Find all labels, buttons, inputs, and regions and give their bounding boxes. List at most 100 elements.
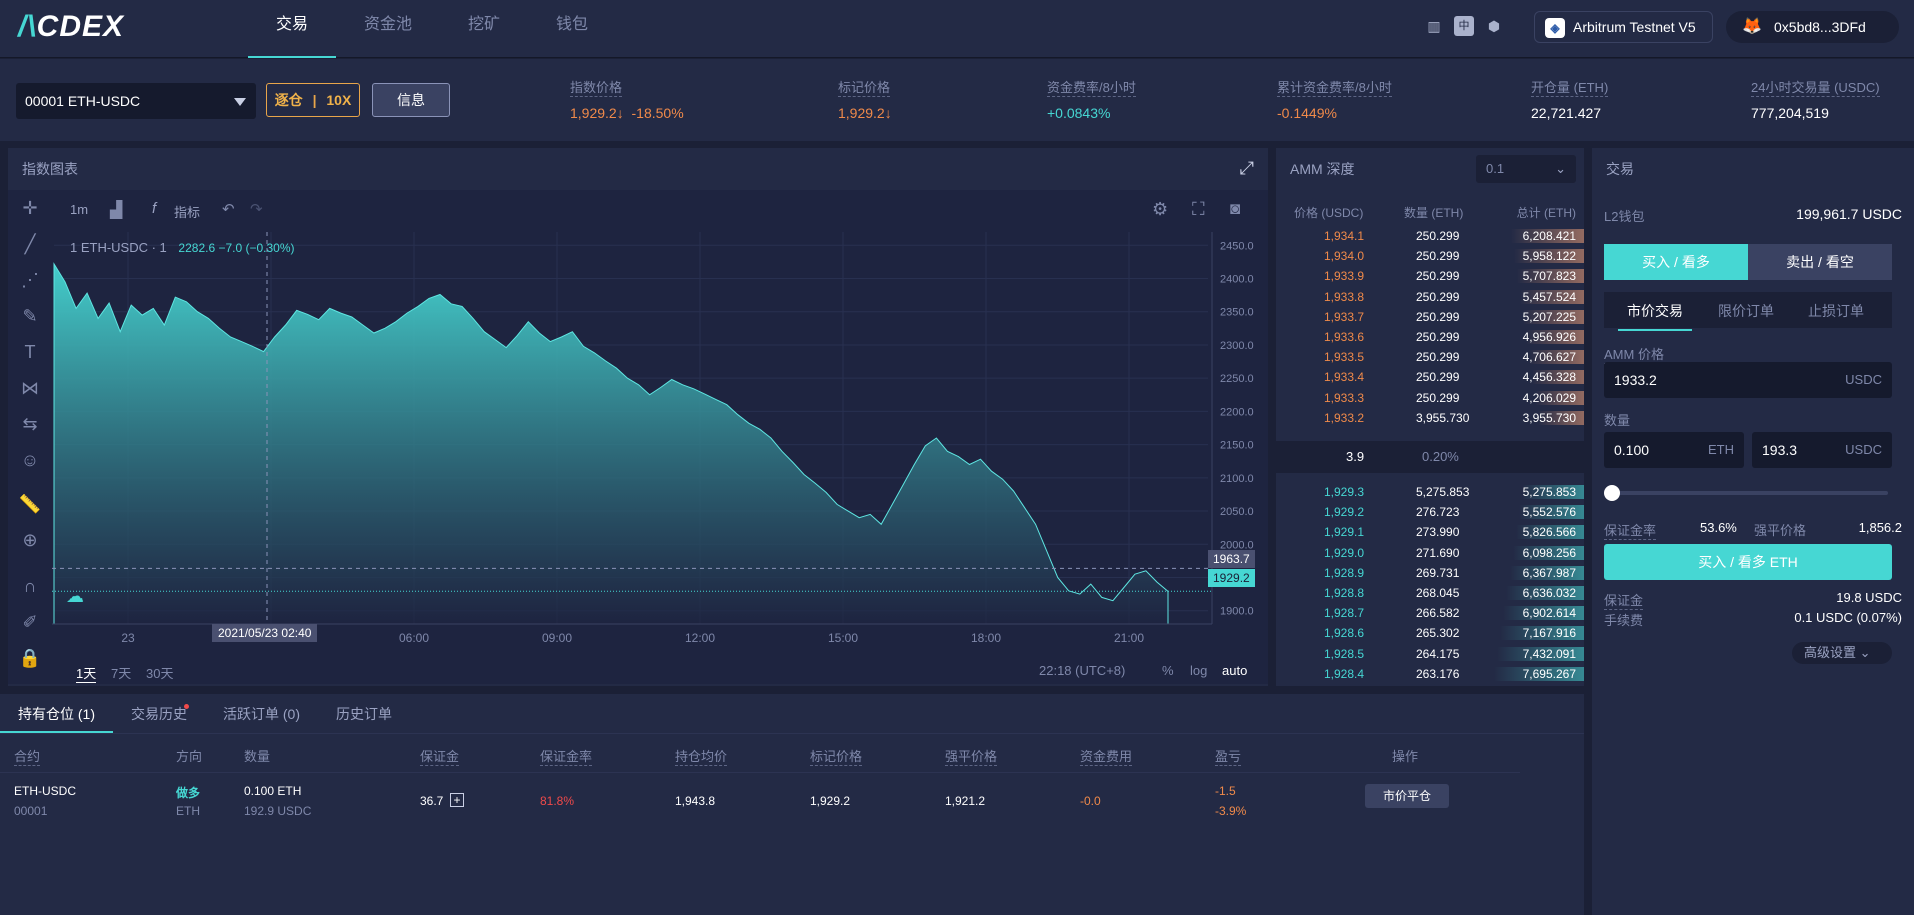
slider-handle[interactable] (1604, 485, 1620, 501)
chart-type-icon[interactable]: ▟ (110, 202, 123, 219)
bid-row[interactable]: 1,928.4 263.176 7,695.267 (1276, 664, 1584, 684)
nav-mining[interactable]: 挖矿 (468, 16, 501, 33)
ask-row[interactable]: 1,933.5 250.299 4,706.627 (1276, 347, 1584, 367)
notification-dot (184, 704, 189, 709)
interval-button[interactable]: 1m (70, 202, 89, 217)
leverage-slider[interactable] (1612, 491, 1888, 495)
settings-icon[interactable]: ⬢ (1487, 18, 1501, 34)
emoji-icon[interactable]: ☺ (20, 450, 40, 470)
undo-icon[interactable]: ↶ (222, 201, 235, 218)
lock-icon[interactable]: 🔒 (18, 648, 42, 668)
percent-scale-button[interactable]: % (1162, 663, 1174, 678)
pattern-icon[interactable]: ⋈ (21, 378, 39, 398)
advanced-settings-button[interactable]: 高级设置 ⌄ (1792, 642, 1892, 664)
ask-row[interactable]: 1,933.4 250.299 4,456.328 (1276, 367, 1584, 387)
sell-tab[interactable]: 卖出 / 看空 (1748, 244, 1892, 280)
ask-row[interactable]: 1,934.1 250.299 6,208.421 (1276, 226, 1584, 246)
leverage-button[interactable]: 逐仓 | 10X (266, 83, 360, 117)
camera-icon[interactable]: ◙ (1230, 199, 1241, 218)
trendline-icon[interactable]: ╱ (24, 234, 36, 254)
order-price: 1,934.0 (1324, 249, 1365, 264)
tab-order-history[interactable]: 历史订单 (336, 706, 392, 722)
ruler-icon[interactable]: 📏 (18, 494, 42, 514)
tab-stop-order[interactable]: 止损订单 (1808, 303, 1864, 319)
chart-settings-icon[interactable]: ⚙ (1152, 199, 1169, 219)
metamask-fox-icon: 🦊 (1742, 18, 1762, 35)
price-chart[interactable]: 2450.0 2400.0 2350.0 2300.0 2250.0 2200.0 2150… (52, 232, 1268, 684)
ask-row[interactable]: 1,933.9 250.299 5,707.823 (1276, 266, 1584, 286)
zoom-icon[interactable]: ⊕ (22, 530, 38, 550)
drawing-toolbar: ✛ ╱ ⋰ ✎ T ⋈ ⇆ ☺ 📏 ⊕ ∩ ✐ 🔒 (8, 190, 52, 684)
submit-buy-button[interactable]: 买入 / 看多 ETH (1604, 544, 1892, 580)
fib-icon[interactable]: ⋰ (21, 270, 39, 290)
crosshair-icon[interactable]: ✛ (22, 198, 38, 218)
bid-row[interactable]: 1,928.7 266.582 6,902.614 (1276, 603, 1584, 623)
qty-eth-unit: ETH (1708, 442, 1734, 457)
tab-active-orders[interactable]: 活跃订单 (0) (223, 706, 300, 722)
add-margin-icon[interactable]: + (450, 793, 464, 807)
indicator-button[interactable]: 指标 (174, 205, 201, 220)
range-1d[interactable]: 1天 (76, 663, 97, 683)
col-pnl: 盈亏 (1215, 746, 1242, 766)
auto-scale-button[interactable]: auto (1222, 663, 1248, 678)
cloud-icon[interactable]: ☁ (66, 586, 84, 606)
bid-row[interactable]: 1,929.3 5,275.853 5,275.853 (1276, 482, 1584, 502)
info-button[interactable]: 信息 (372, 83, 450, 117)
ask-row[interactable]: 1,933.2 3,955.730 3,955.730 (1276, 408, 1584, 428)
layout-icon[interactable]: ▥ (1427, 18, 1441, 34)
tab-trade-history[interactable]: 交易历史 (113, 694, 205, 733)
bid-row[interactable]: 1,929.0 271.690 6,098.256 (1276, 543, 1584, 563)
log-scale-button[interactable]: log (1190, 663, 1208, 678)
depth-bar (1532, 370, 1584, 385)
qty-eth-input[interactable]: 0.100 ETH (1604, 432, 1744, 468)
tab-positions[interactable]: 持有仓位 (1) (0, 694, 113, 733)
bid-row[interactable]: 1,929.2 276.723 5,552.576 (1276, 502, 1584, 522)
nav-trade[interactable]: 交易 (248, 0, 337, 58)
redo-icon[interactable]: ↷ (250, 201, 263, 218)
depth-bar (1538, 410, 1584, 425)
indicator-icon[interactable]: f (152, 200, 157, 217)
fullscreen-icon[interactable]: ⛶ (1192, 199, 1205, 219)
network-button[interactable]: ◈ Arbitrum Testnet V5 (1534, 11, 1713, 43)
ask-row[interactable]: 1,934.0 250.299 5,958.122 (1276, 246, 1584, 266)
ask-row[interactable]: 1,933.7 250.299 5,207.225 (1276, 307, 1584, 327)
symbol-select[interactable]: 00001 ETH-USDC (16, 83, 256, 119)
ask-row[interactable]: 1,933.6 250.299 4,956.926 (1276, 327, 1584, 347)
nav-wallet[interactable]: 钱包 (556, 16, 589, 33)
price-chart-svg[interactable]: 2450.0 2400.0 2350.0 2300.0 2250.0 2200.0 2150… (52, 232, 1268, 684)
expand-icon[interactable]: ⤢ (1239, 158, 1254, 178)
amm-price-field[interactable]: 1933.2 USDC (1604, 362, 1892, 398)
qty-usdc-unit: USDC (1845, 442, 1882, 457)
depth-bar (1516, 525, 1584, 540)
market-close-button[interactable]: 市价平仓 (1365, 784, 1449, 808)
order-qty: 250.299 (1416, 330, 1460, 344)
tab-market-order[interactable]: 市价交易 (1618, 301, 1692, 331)
bid-row[interactable]: 1,929.1 273.990 5,826.566 (1276, 522, 1584, 542)
prediction-icon[interactable]: ⇆ (22, 414, 38, 434)
bid-row[interactable]: 1,928.8 268.045 6,636.032 (1276, 583, 1584, 603)
bid-row[interactable]: 1,928.6 265.302 7,167.916 (1276, 623, 1584, 643)
range-30d[interactable]: 30天 (146, 666, 174, 681)
buy-tab[interactable]: 买入 / 看多 (1604, 244, 1748, 280)
ask-row[interactable]: 1,933.8 250.299 5,457.524 (1276, 287, 1584, 307)
order-price: 1,933.5 (1324, 350, 1365, 365)
wallet-button[interactable]: 🦊 0x5bd8...3DFd (1726, 11, 1899, 43)
qty-usdc-input[interactable]: 193.3 USDC (1752, 432, 1892, 468)
lock-drawing-icon[interactable]: ✐ (22, 612, 38, 632)
nav-pool[interactable]: 资金池 (364, 16, 413, 33)
bid-row[interactable]: 1,928.9 269.731 6,367.987 (1276, 563, 1584, 583)
precision-select[interactable]: 0.1 ⌄ (1476, 155, 1576, 183)
ask-row[interactable]: 1,933.3 250.299 4,206.029 (1276, 388, 1584, 408)
range-7d[interactable]: 7天 (111, 666, 132, 681)
language-icon[interactable]: 中 (1454, 16, 1474, 36)
magnet-icon[interactable]: ∩ (23, 576, 37, 596)
brush-icon[interactable]: ✎ (22, 306, 38, 326)
tab-limit-order[interactable]: 限价订单 (1718, 303, 1774, 319)
order-price: 1,933.9 (1324, 269, 1365, 284)
stat-value: 1,929.2↓ (570, 105, 624, 121)
text-icon[interactable]: T (24, 342, 36, 362)
bid-row[interactable]: 1,928.5 264.175 7,432.091 (1276, 644, 1584, 664)
chart-legend: 1 ETH-USDC · 1 2282.6 −7.0 (−0.30%) (70, 240, 295, 255)
mcdex-logo[interactable]: /\CDEX (18, 10, 125, 43)
stat-mark-price: 标记价格 1,929.2↓ (838, 80, 892, 121)
